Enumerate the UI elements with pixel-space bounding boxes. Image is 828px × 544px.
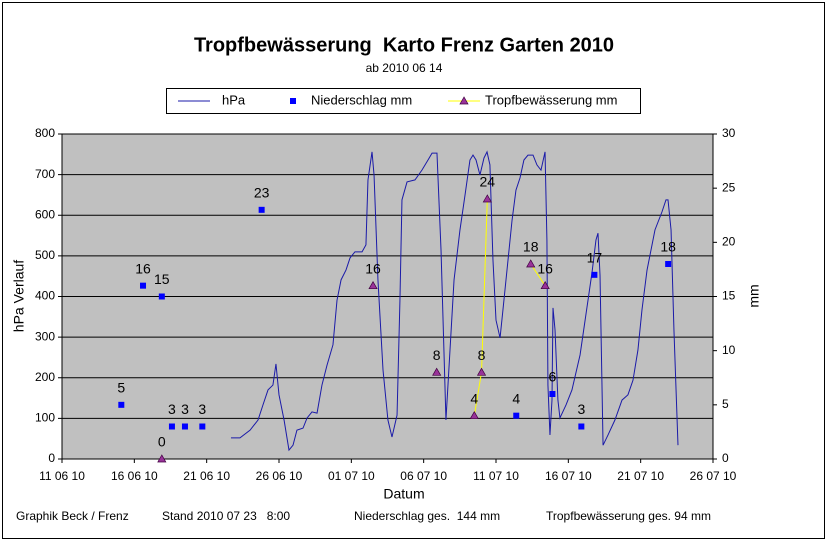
x-tick-label: 16 06 10: [111, 469, 158, 483]
data-point: [181, 423, 188, 430]
footer-note: Tropfbewässerung ges. 94 mm: [546, 509, 711, 523]
data-label: 18: [660, 239, 676, 255]
data-point: [549, 391, 556, 397]
y-tick-label: 600: [35, 207, 55, 221]
x-tick-label: 01 07 10: [328, 469, 375, 483]
data-label: 15: [154, 271, 170, 287]
data-label: 4: [512, 390, 520, 406]
chart-subtitle: ab 2010 06 14: [366, 61, 443, 75]
data-label: 3: [181, 401, 189, 417]
y2-tick-label: 10: [722, 343, 736, 357]
x-tick-label: 11 06 10: [39, 469, 85, 483]
x-tick-label: 11 07 10: [473, 469, 519, 483]
y-tick-label: 700: [35, 167, 55, 181]
footer-note: Niederschlag ges. 144 mm: [354, 509, 500, 523]
y-tick-label: 200: [35, 370, 55, 384]
legend-swatch: [290, 98, 296, 104]
data-point: [482, 194, 492, 203]
y2-tick-label: 25: [722, 180, 736, 194]
y-tick-label: 0: [48, 451, 55, 465]
data-label: 8: [478, 347, 486, 363]
data-label: 3: [577, 401, 585, 417]
series-line: [530, 263, 546, 286]
data-point: [140, 282, 147, 289]
y2-axis-label: mm: [746, 284, 762, 307]
y-tick-label: 500: [35, 248, 55, 262]
data-point: [168, 423, 175, 430]
y2-tick-label: 0: [722, 451, 729, 465]
series-line: [230, 150, 679, 452]
y2-tick-label: 20: [722, 235, 736, 249]
data-label: 18: [523, 239, 539, 255]
x-tick-label: 26 06 10: [256, 469, 303, 483]
legend-label: Niederschlag mm: [311, 92, 412, 107]
footer-note: Graphik Beck / Frenz: [16, 509, 129, 523]
data-label: 3: [168, 401, 176, 417]
data-point: [591, 271, 598, 278]
y-tick-label: 800: [35, 126, 55, 140]
data-label: 24: [480, 174, 496, 190]
data-label: 6: [549, 369, 557, 385]
data-label: 16: [537, 260, 553, 276]
data-point: [540, 280, 550, 290]
x-tick-label: 21 06 10: [183, 469, 230, 483]
x-tick-label: 16 07 10: [545, 469, 592, 483]
data-label: 8: [433, 347, 441, 363]
y-axis-label: hPa Verlauf: [11, 260, 27, 332]
legend-label: Tropfbewässerung mm: [485, 92, 617, 107]
x-axis-label: Datum: [383, 486, 424, 502]
x-tick-label: 21 07 10: [617, 469, 664, 483]
data-point: [368, 280, 378, 290]
data-label: 16: [365, 260, 381, 276]
y-tick-label: 100: [35, 411, 55, 425]
data-point: [476, 367, 487, 376]
chart-title: Tropfbewässerung Karto Frenz Garten 2010: [194, 34, 614, 56]
data-label: 5: [117, 380, 125, 396]
data-label: 0: [158, 434, 166, 450]
data-point: [199, 423, 206, 430]
data-label: 4: [470, 390, 478, 406]
legend-swatch: [459, 96, 469, 105]
legend-box: [166, 88, 641, 114]
data-point: [513, 412, 520, 419]
data-point: [118, 401, 125, 408]
y2-tick-label: 15: [722, 289, 736, 303]
data-label: 16: [135, 260, 151, 276]
legend-label: hPa: [222, 92, 246, 107]
data-point: [432, 367, 442, 376]
y-tick-label: 300: [35, 329, 55, 343]
y2-tick-label: 30: [722, 126, 736, 140]
x-tick-label: 26 07 10: [690, 469, 737, 483]
data-label: 3: [198, 401, 206, 417]
y2-tick-label: 5: [722, 397, 729, 411]
data-label: 23: [254, 185, 270, 201]
data-label: 17: [587, 250, 603, 266]
data-point: [665, 261, 672, 267]
footer-note: Stand 2010 07 23 8:00: [162, 509, 290, 523]
data-point: [578, 423, 585, 430]
data-point: [526, 259, 536, 268]
x-tick-label: 06 07 10: [400, 469, 447, 483]
y-tick-label: 400: [35, 289, 55, 303]
data-point: [157, 454, 167, 463]
data-point: [258, 206, 265, 213]
data-point: [158, 293, 165, 300]
data-point: [469, 410, 479, 420]
